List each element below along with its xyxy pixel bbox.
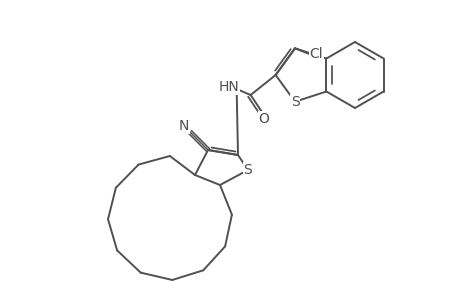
Text: S: S [290,95,299,109]
Text: Cl: Cl [308,47,322,61]
Text: O: O [257,112,269,126]
Text: S: S [243,163,252,177]
Text: HN: HN [218,80,239,94]
Text: N: N [179,119,189,133]
